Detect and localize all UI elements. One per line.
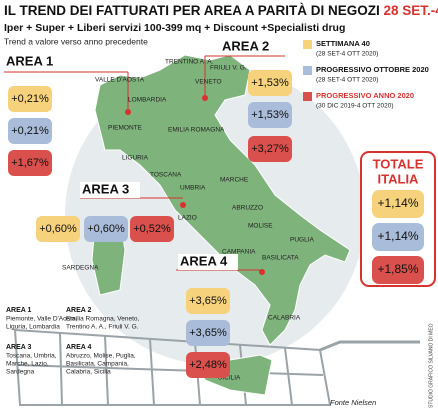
- region-label: VENETO: [195, 79, 222, 86]
- total-title: ITALIA: [378, 171, 420, 186]
- area-label: AREA 1: [6, 53, 53, 68]
- total-badge: [372, 190, 424, 218]
- area-label-bg: [80, 182, 140, 198]
- total-title: TOTALE: [373, 156, 424, 171]
- region-label: FRIULI V. G.: [210, 65, 247, 72]
- key-line: Marche, Lazio,: [6, 361, 49, 368]
- region-label: MARCHE: [220, 177, 249, 184]
- region-label: EMILIA ROMAGNA: [168, 127, 225, 134]
- area-label: AREA 3: [82, 181, 129, 196]
- value-label: +0,60%: [39, 223, 77, 235]
- key-title: AREA 3: [6, 344, 32, 351]
- region-label: LIGURIA: [122, 155, 149, 162]
- key-line: Toscana, Umbria,: [6, 353, 57, 360]
- key-line: Calabria, Sicilia: [66, 369, 111, 376]
- region-label: LAZIO: [178, 215, 197, 222]
- value-badge: [8, 150, 52, 176]
- value-badge: [84, 216, 128, 242]
- legend-sublabel: (28 SET-4 OTT 2020): [316, 77, 378, 84]
- key-line: Trentino A. A., Friuli V. G.: [66, 324, 139, 331]
- region-label: VALLE D'AOSTA: [95, 77, 145, 84]
- value-label: +3,65%: [189, 327, 227, 339]
- region-label: BASILICATA: [262, 255, 299, 262]
- region-label: SARDEGNA: [62, 265, 99, 272]
- total-badge: [372, 256, 424, 284]
- legend-swatch: [303, 40, 312, 49]
- region-label: PIEMONTE: [108, 125, 143, 132]
- value-label: +0,60%: [87, 223, 125, 235]
- total-badge: [372, 223, 424, 251]
- legend-swatch: [303, 66, 312, 75]
- value-label: +1,53%: [251, 109, 289, 121]
- region-label: MOLISE: [248, 223, 273, 230]
- key-title: AREA 4: [66, 344, 92, 351]
- region-label: TOSCANA: [150, 172, 182, 179]
- value-label: +2,48%: [189, 359, 227, 371]
- value-label: +0,52%: [133, 223, 171, 235]
- legend-label: PROGRESSIVO OTTOBRE 2020: [316, 65, 429, 74]
- region-label: PUGLIA: [290, 237, 315, 244]
- value-badge: [248, 70, 292, 96]
- legend-swatch: [303, 92, 312, 101]
- key-title: AREA 2: [66, 307, 92, 314]
- total-value: +1,14%: [377, 196, 418, 210]
- value-badge: [186, 320, 230, 346]
- region-label: CAMPANIA: [222, 249, 256, 256]
- value-badge: [36, 216, 80, 242]
- region-label: TRENTINO A. A.: [165, 59, 214, 66]
- area-label: AREA 2: [222, 38, 269, 53]
- value-badge: [8, 86, 52, 112]
- value-label: +0,21%: [11, 125, 49, 137]
- total-value: +1,14%: [377, 229, 418, 243]
- legend-label: SETTIMANA 40: [316, 39, 370, 48]
- value-badge: [248, 102, 292, 128]
- region-label: SICILIA: [218, 375, 241, 382]
- key-line: Sardegna: [6, 369, 35, 376]
- legend-sublabel: (28 SET-4 OTT 2020): [316, 51, 378, 58]
- area-label-bg: [4, 54, 64, 70]
- value-badge: [248, 136, 292, 162]
- value-label: +3,27%: [251, 143, 289, 155]
- area-label-bg: [178, 254, 238, 270]
- region-label: UMBRIA: [180, 185, 206, 192]
- region-label: LOMBARDIA: [128, 97, 167, 104]
- subtitle: Iper + Super + Liberi servizi 100-399 mq…: [4, 22, 345, 34]
- key-line: Emilia Romagna, Veneto,: [66, 316, 140, 323]
- area-label: AREA 4: [180, 253, 228, 268]
- value-badge: [130, 216, 174, 242]
- value-label: +1,67%: [11, 157, 49, 169]
- value-label: +0,21%: [11, 93, 49, 105]
- legend-label: PROGRESSIVO ANNO 2020: [316, 91, 414, 100]
- region-label: CALABRIA: [268, 315, 301, 322]
- key-line: Basilicata, Campania,: [66, 361, 129, 368]
- total-value: +1,85%: [377, 262, 418, 276]
- key-line: Abruzzo, Molise, Puglia,: [66, 353, 136, 360]
- value-badge: [186, 352, 230, 378]
- key-line: Liguria, Lombardia: [6, 324, 60, 331]
- key-title: AREA 1: [6, 307, 32, 314]
- note: Trend a valore verso anno precedente: [4, 36, 148, 46]
- total-box: [360, 151, 436, 287]
- credit: STUDIO GRAFICO SILVANO DI MEO: [428, 323, 434, 408]
- source: Fonte Nielsen: [330, 398, 376, 407]
- value-label: +3,65%: [189, 295, 227, 307]
- title: IL TREND DEI FATTURATI PER AREA A PARITÀ…: [4, 3, 438, 18]
- value-badge: [186, 288, 230, 314]
- value-label: +1,53%: [251, 77, 289, 89]
- area-label-bg: [220, 39, 280, 55]
- legend-sublabel: (30 DIC 2019-4 OTT 2020): [316, 103, 394, 110]
- key-line: Piemonte, Valle D'Aosta,: [6, 316, 77, 323]
- value-badge: [8, 118, 52, 144]
- region-label: ABRUZZO: [232, 205, 263, 212]
